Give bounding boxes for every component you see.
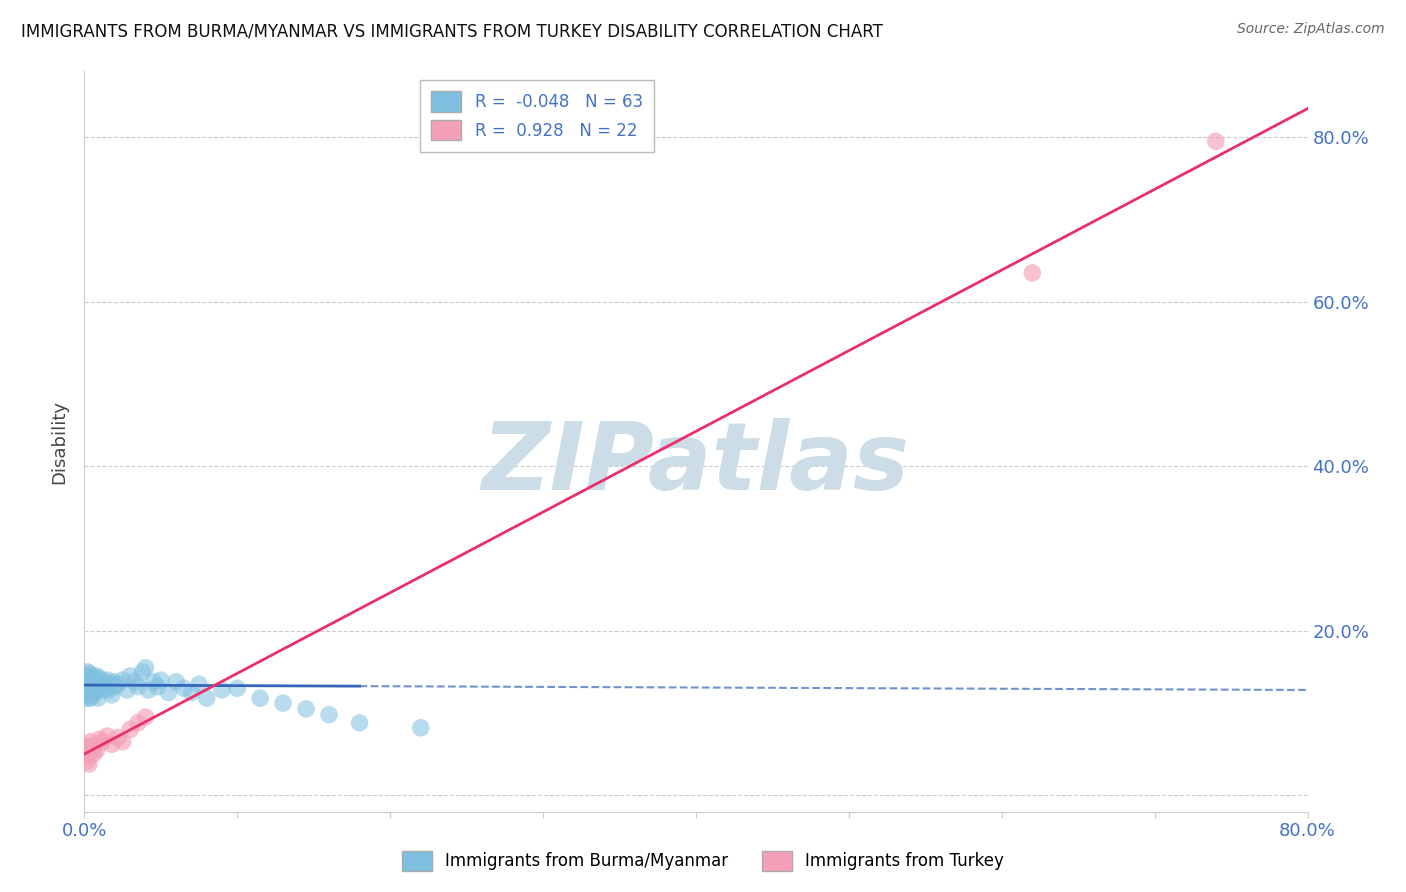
Point (84, 739, 107, 753)
Point (77, 674, 100, 689)
Point (104, 680, 127, 694)
Point (226, 681, 249, 696)
Point (76, 754, 98, 768)
Point (76, 665, 98, 679)
Point (111, 673, 134, 687)
Point (127, 715, 149, 730)
Point (146, 680, 169, 694)
Point (195, 691, 218, 706)
Point (86, 743, 108, 757)
Point (409, 721, 432, 735)
Point (96, 673, 118, 687)
Point (1205, 134, 1227, 148)
Point (96, 729, 118, 743)
Text: ZIPatlas: ZIPatlas (482, 417, 910, 509)
Point (142, 674, 165, 689)
Point (89, 672, 111, 686)
Point (83, 683, 105, 698)
Legend: R =  -0.048   N = 63, R =  0.928   N = 22: R = -0.048 N = 63, R = 0.928 N = 22 (419, 79, 654, 152)
Point (101, 737, 124, 751)
Legend: Immigrants from Burma/Myanmar, Immigrants from Turkey: Immigrants from Burma/Myanmar, Immigrant… (394, 842, 1012, 880)
Point (188, 677, 211, 691)
Point (149, 673, 172, 687)
Point (80, 677, 103, 691)
Point (77, 740, 100, 755)
Point (80, 669, 103, 683)
Point (75, 743, 97, 757)
Point (93, 674, 115, 689)
Point (157, 685, 180, 699)
Point (349, 715, 371, 730)
Point (97, 683, 120, 698)
Point (75, 669, 97, 683)
Point (77, 757, 100, 772)
Point (271, 696, 294, 710)
Point (318, 707, 340, 722)
Point (76, 681, 98, 696)
Point (83, 674, 105, 689)
Point (103, 674, 125, 689)
Point (107, 677, 129, 691)
Point (138, 683, 160, 698)
Point (79, 691, 101, 706)
Point (249, 691, 271, 706)
Point (80, 690, 103, 704)
Point (90, 677, 112, 691)
Point (165, 674, 187, 689)
Point (76, 739, 98, 753)
Point (94, 681, 117, 696)
Point (77, 683, 100, 698)
Point (83, 747, 105, 761)
Point (87, 691, 110, 706)
Point (79, 680, 101, 694)
Point (79, 735, 101, 749)
Point (127, 680, 149, 694)
Point (77, 688, 100, 702)
Y-axis label: Disability: Disability (51, 400, 69, 483)
Point (91, 683, 114, 698)
Point (75, 677, 97, 691)
Point (89, 732, 111, 747)
Point (120, 669, 142, 683)
Point (124, 674, 146, 689)
Point (84, 672, 107, 686)
Point (101, 688, 124, 702)
Point (115, 683, 138, 698)
Point (80, 743, 103, 757)
Text: Source: ZipAtlas.com: Source: ZipAtlas.com (1237, 22, 1385, 37)
Point (75, 685, 97, 699)
Point (135, 710, 157, 724)
Point (120, 723, 142, 737)
Point (77, 666, 100, 681)
Point (211, 683, 233, 698)
Point (87, 674, 110, 689)
Point (131, 665, 153, 679)
Point (86, 669, 108, 683)
Point (89, 680, 111, 694)
Point (98, 677, 121, 691)
Point (180, 685, 202, 699)
Point (75, 748, 97, 763)
Point (76, 691, 98, 706)
Point (111, 735, 134, 749)
Point (107, 731, 129, 745)
Point (79, 672, 101, 686)
Point (295, 702, 318, 716)
Point (86, 681, 108, 696)
Point (84, 685, 107, 699)
Point (135, 661, 157, 675)
Point (1021, 266, 1043, 280)
Point (173, 681, 195, 696)
Text: IMMIGRANTS FROM BURMA/MYANMAR VS IMMIGRANTS FROM TURKEY DISABILITY CORRELATION C: IMMIGRANTS FROM BURMA/MYANMAR VS IMMIGRA… (21, 22, 883, 40)
Point (76, 673, 98, 687)
Point (91, 735, 114, 749)
